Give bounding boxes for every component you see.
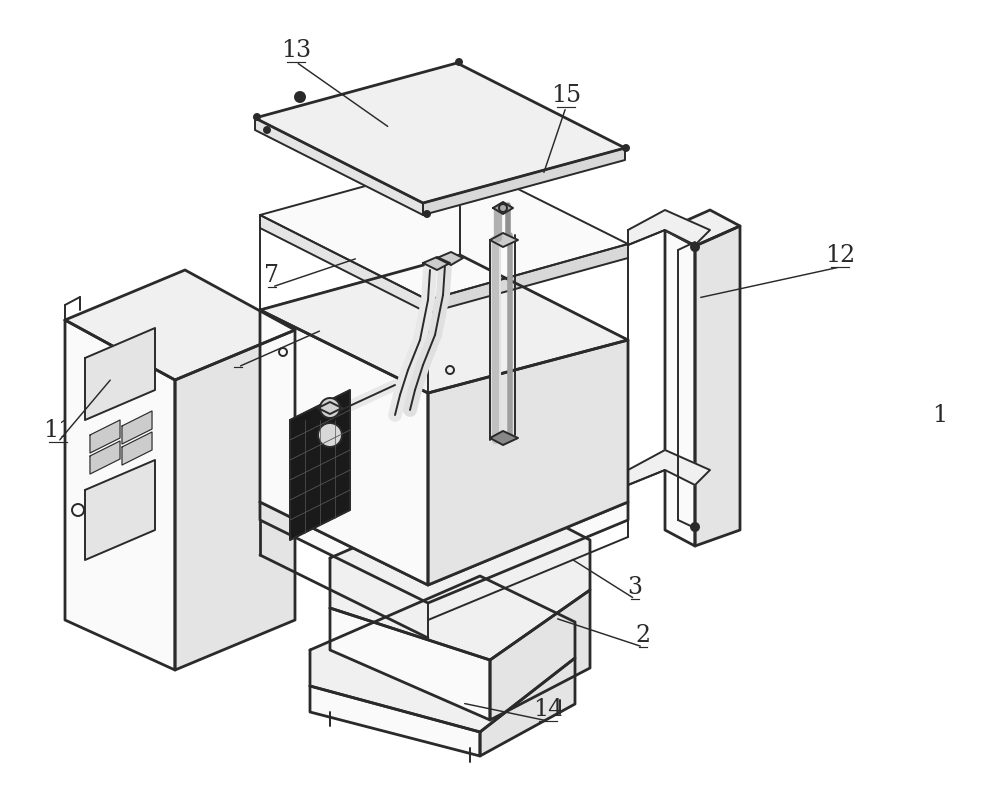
Text: 3: 3: [628, 576, 642, 599]
Text: 13: 13: [281, 39, 311, 62]
Polygon shape: [330, 608, 490, 720]
Polygon shape: [628, 450, 710, 485]
Polygon shape: [437, 252, 463, 265]
Polygon shape: [490, 590, 590, 720]
Polygon shape: [90, 441, 120, 474]
Polygon shape: [428, 340, 628, 585]
Polygon shape: [490, 431, 518, 445]
Polygon shape: [665, 230, 695, 546]
Polygon shape: [493, 202, 513, 214]
Circle shape: [424, 211, 430, 217]
Circle shape: [456, 59, 462, 65]
Text: 14: 14: [533, 698, 563, 721]
Circle shape: [318, 423, 342, 447]
Polygon shape: [665, 210, 740, 246]
Text: 2: 2: [635, 624, 651, 647]
Polygon shape: [310, 576, 575, 732]
Polygon shape: [255, 63, 625, 203]
Polygon shape: [260, 310, 428, 585]
Polygon shape: [260, 160, 628, 300]
Text: 7: 7: [264, 264, 280, 287]
Polygon shape: [423, 257, 450, 270]
Polygon shape: [310, 686, 480, 756]
Polygon shape: [628, 210, 710, 245]
Polygon shape: [255, 118, 423, 215]
Circle shape: [320, 398, 340, 418]
Polygon shape: [423, 148, 625, 215]
Polygon shape: [290, 390, 350, 540]
Circle shape: [691, 523, 699, 531]
Polygon shape: [695, 226, 740, 546]
Polygon shape: [175, 330, 295, 670]
Text: 6: 6: [230, 344, 246, 367]
Polygon shape: [260, 502, 628, 603]
Polygon shape: [90, 420, 120, 453]
Text: 12: 12: [825, 244, 855, 267]
Circle shape: [691, 243, 699, 251]
Polygon shape: [122, 432, 152, 465]
Polygon shape: [480, 658, 575, 756]
Circle shape: [295, 92, 305, 102]
Polygon shape: [428, 244, 628, 313]
Circle shape: [254, 114, 260, 120]
Text: 1: 1: [932, 403, 948, 426]
Polygon shape: [65, 320, 175, 670]
Text: 11: 11: [43, 419, 73, 442]
Text: 15: 15: [551, 84, 581, 107]
Polygon shape: [260, 215, 428, 313]
Circle shape: [264, 127, 270, 133]
Polygon shape: [65, 270, 295, 380]
Circle shape: [623, 145, 629, 151]
Polygon shape: [85, 460, 155, 560]
Polygon shape: [318, 402, 342, 414]
Polygon shape: [330, 488, 590, 660]
Polygon shape: [490, 233, 518, 247]
Polygon shape: [122, 411, 152, 444]
Polygon shape: [260, 255, 628, 393]
Polygon shape: [85, 328, 155, 420]
